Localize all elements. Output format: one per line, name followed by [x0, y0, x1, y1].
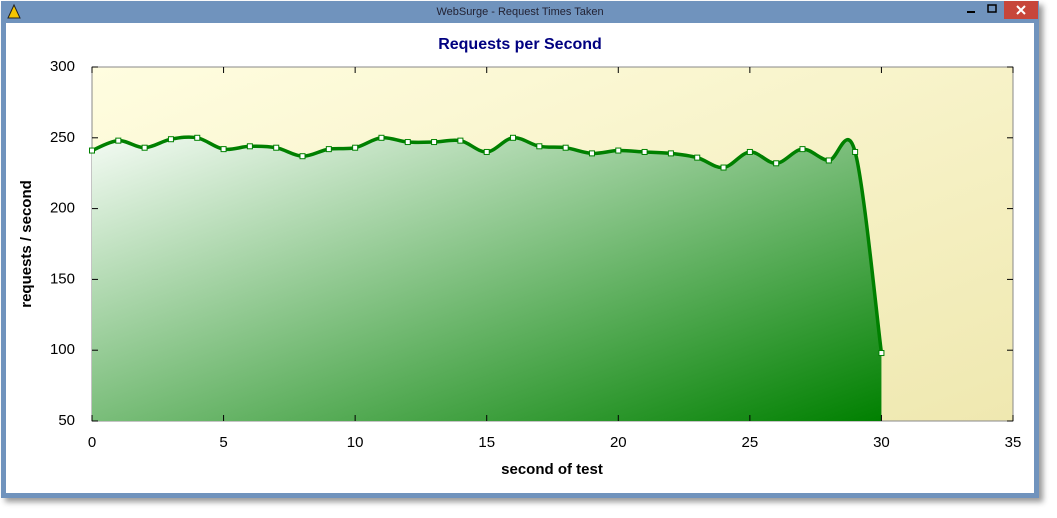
y-tick-label: 200	[50, 200, 75, 217]
plot	[89, 66, 1014, 422]
point-marker	[483, 148, 490, 155]
x-tick-label: 0	[88, 434, 96, 451]
x-tick-label: 10	[347, 434, 364, 451]
point-marker	[141, 144, 148, 151]
point-marker	[562, 144, 569, 151]
point-marker	[352, 144, 359, 151]
y-tick-label: 50	[58, 412, 75, 429]
y-tick-label: 300	[50, 58, 75, 75]
point-marker	[299, 153, 306, 160]
y-tick-label: 150	[50, 270, 75, 287]
y-axis-label: requests / second	[18, 180, 35, 308]
point-marker	[536, 143, 543, 150]
point-marker	[641, 148, 648, 155]
point-marker	[588, 150, 595, 157]
x-tick-label: 5	[219, 434, 227, 451]
point-marker	[878, 350, 885, 357]
x-axis-label: second of test	[501, 461, 603, 478]
point-marker	[510, 134, 517, 141]
point-marker	[115, 137, 122, 144]
point-marker	[615, 147, 622, 154]
point-marker	[378, 134, 385, 141]
point-marker	[246, 143, 253, 150]
point-marker	[404, 139, 411, 146]
point-marker	[220, 146, 227, 153]
x-tick-label: 15	[478, 434, 495, 451]
point-marker	[194, 134, 201, 141]
chart-title: Requests per Second	[438, 36, 602, 53]
point-marker	[325, 146, 332, 153]
point-marker	[720, 164, 727, 171]
maximize-button[interactable]	[987, 4, 997, 13]
point-marker	[667, 150, 674, 157]
point-marker	[167, 136, 174, 143]
point-marker	[746, 148, 753, 155]
point-marker	[694, 154, 701, 161]
y-tick-label: 100	[50, 341, 75, 358]
point-marker	[852, 148, 859, 155]
point-marker	[773, 160, 780, 167]
point-marker	[825, 157, 832, 164]
x-tick-label: 35	[1005, 434, 1022, 451]
app-icon	[7, 3, 21, 19]
x-tick-label: 20	[610, 434, 627, 451]
area	[92, 137, 882, 422]
y-tick-label: 250	[50, 129, 75, 146]
point-marker	[273, 144, 280, 151]
window-title: WebSurge - Request Times Taken	[436, 6, 603, 18]
close-icon	[1016, 5, 1026, 15]
point-marker	[431, 139, 438, 146]
x-tick-label: 30	[873, 434, 890, 451]
point-marker	[89, 147, 95, 154]
point-marker	[799, 146, 806, 153]
point-marker	[457, 137, 464, 144]
x-tick-label: 25	[742, 434, 759, 451]
